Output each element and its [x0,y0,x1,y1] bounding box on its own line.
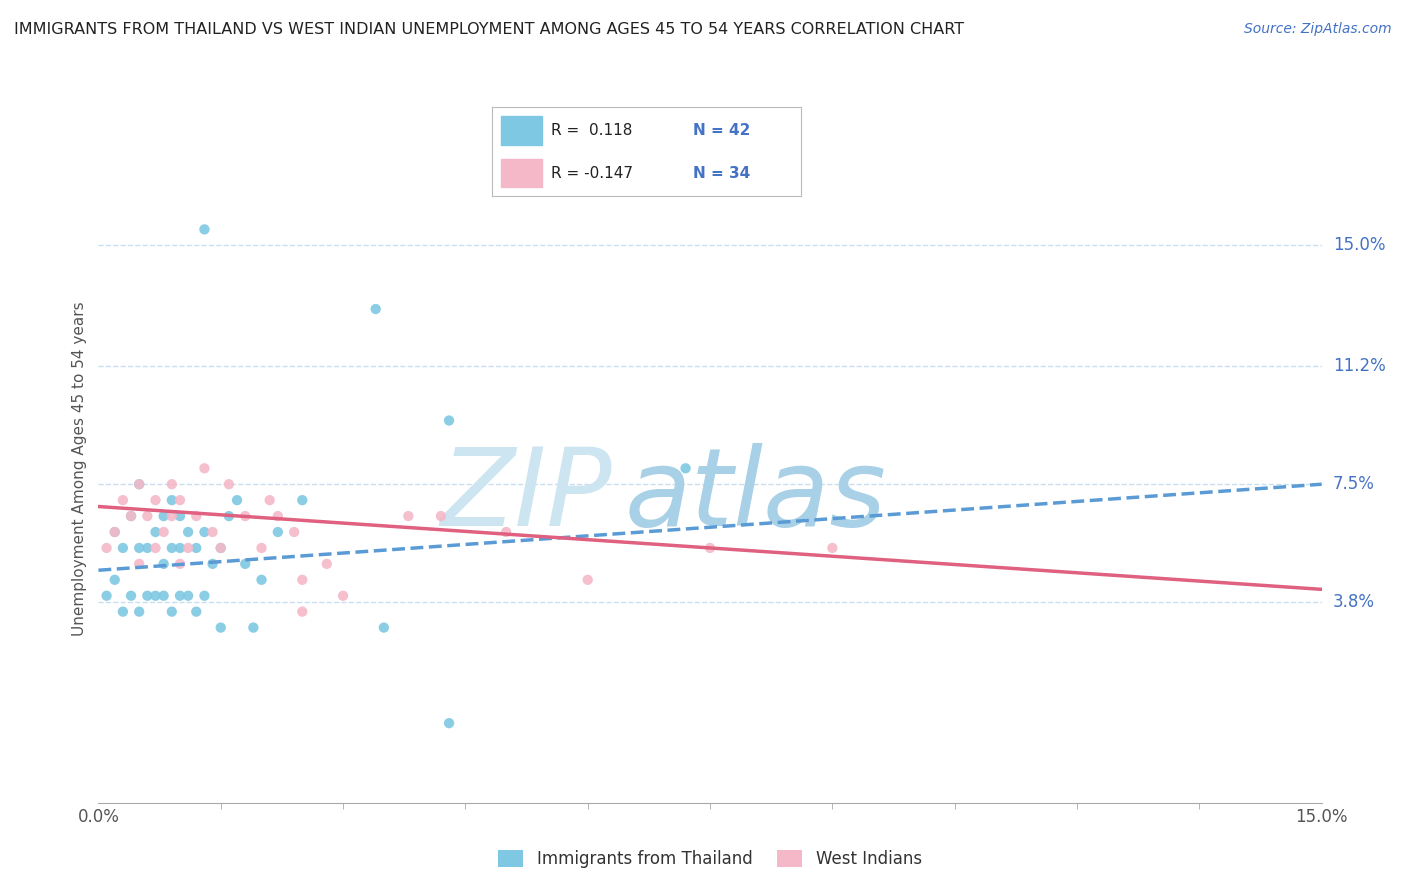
Point [120,589,142,603]
Point [332,589,354,603]
Point [128,541,150,555]
Point [193,589,215,603]
Point [128,477,150,491]
Point [152,589,174,603]
Point [259,493,281,508]
Point [233,509,256,524]
Point [373,621,395,635]
Point [267,524,290,539]
Point [145,493,167,508]
Point [128,477,150,491]
Point [111,541,134,555]
Point [104,524,127,539]
Point [218,477,240,491]
Text: IMMIGRANTS FROM THAILAND VS WEST INDIAN UNEMPLOYMENT AMONG AGES 45 TO 54 YEARS C: IMMIGRANTS FROM THAILAND VS WEST INDIAN … [14,22,965,37]
Point [186,541,208,555]
Point [209,621,232,635]
Point [96,541,118,555]
Point [495,524,517,539]
Point [193,222,215,236]
Point [242,621,264,635]
Point [675,461,697,475]
Point [169,557,191,571]
Point [186,509,208,524]
Point [291,493,314,508]
Text: 3.8%: 3.8% [1333,593,1375,611]
Point [169,509,191,524]
Point [120,509,142,524]
Point [145,524,167,539]
Text: 11.2%: 11.2% [1333,358,1385,376]
Point [177,589,200,603]
Point [111,605,134,619]
Point [193,524,215,539]
Point [111,493,134,508]
Point [128,557,150,571]
Point [209,541,232,555]
Point [364,301,387,316]
Point [136,589,159,603]
Point [177,524,200,539]
Text: ZIP: ZIP [440,442,612,548]
Point [437,413,460,427]
Point [160,477,183,491]
Point [233,557,256,571]
Point [160,541,183,555]
Point [177,541,200,555]
Point [152,524,174,539]
Point [169,541,191,555]
Point [291,573,314,587]
Bar [502,116,541,145]
Point [128,605,150,619]
Bar [502,159,541,187]
Point [201,557,224,571]
Point [152,557,174,571]
Point [104,524,127,539]
Text: N = 42: N = 42 [693,123,751,137]
Point [315,557,337,571]
Point [145,589,167,603]
Point [160,509,183,524]
Point [160,605,183,619]
Y-axis label: Unemployment Among Ages 45 to 54 years: Unemployment Among Ages 45 to 54 years [72,301,87,636]
Point [576,573,599,587]
Text: R =  0.118: R = 0.118 [551,123,633,137]
Point [169,493,191,508]
Point [250,573,273,587]
Point [145,541,167,555]
Point [160,493,183,508]
Point [291,605,314,619]
Point [193,461,215,475]
Point [437,716,460,731]
Point [283,524,305,539]
Point [699,541,721,555]
Point [136,541,159,555]
Point [120,509,142,524]
Legend: Immigrants from Thailand, West Indians: Immigrants from Thailand, West Indians [492,843,928,875]
Point [226,493,249,508]
Point [152,509,174,524]
Point [250,541,273,555]
Point [430,509,453,524]
Point [96,589,118,603]
Text: atlas: atlas [624,442,886,548]
Text: N = 34: N = 34 [693,166,751,180]
Point [104,573,127,587]
Point [209,541,232,555]
Point [267,509,290,524]
Point [186,605,208,619]
Point [821,541,844,555]
Point [136,509,159,524]
Point [169,589,191,603]
Text: 15.0%: 15.0% [1333,236,1385,254]
Text: Source: ZipAtlas.com: Source: ZipAtlas.com [1244,22,1392,37]
Point [201,524,224,539]
Point [218,509,240,524]
Text: R = -0.147: R = -0.147 [551,166,633,180]
Text: 7.5%: 7.5% [1333,475,1375,493]
Point [396,509,419,524]
